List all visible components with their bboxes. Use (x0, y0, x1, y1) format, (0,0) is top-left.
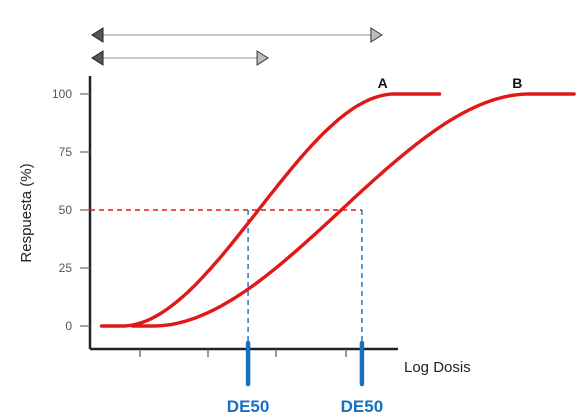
curve-A (99, 92, 442, 328)
y-tick-label: 100 (52, 87, 72, 101)
curve-label-B: B (512, 75, 522, 91)
potency-arrows (91, 27, 383, 66)
curve-B (130, 92, 576, 328)
y-tick-label: 50 (59, 203, 73, 217)
y-tick-label: 75 (59, 145, 73, 159)
y-axis-title: Respuesta (%) (18, 163, 35, 262)
arrow-head-left-A (91, 50, 104, 66)
y-tick-label: 0 (65, 319, 72, 333)
curve-label-A: A (378, 75, 388, 91)
arrow-head-right-B (370, 27, 383, 43)
y-tick-label: 25 (59, 261, 73, 275)
x-axis-title: Log Dosis (404, 359, 471, 376)
ed50-label-B: DE50 (341, 397, 384, 416)
arrow-head-left-B (91, 27, 104, 43)
arrow-head-right-A (256, 50, 270, 66)
x-minor-ticks (139, 349, 347, 357)
ed50-label-A: DE50 (227, 397, 270, 416)
ed50-markers: DE50 DE50 (227, 340, 384, 416)
y-ticks: 0 25 50 75 100 (52, 87, 90, 333)
ed50-guides (90, 209, 363, 349)
